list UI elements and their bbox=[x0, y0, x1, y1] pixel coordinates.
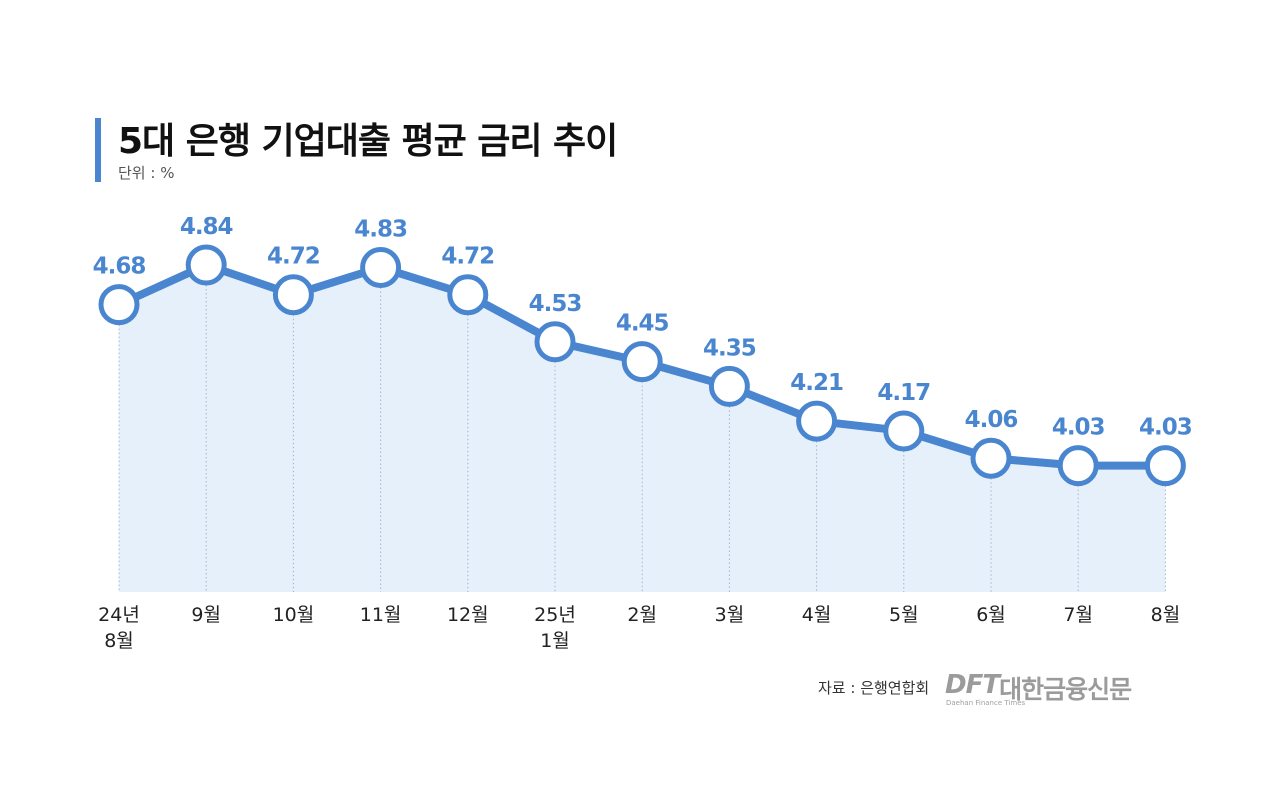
x-tick-label: 8월 bbox=[1151, 604, 1181, 626]
data-point-marker bbox=[447, 274, 489, 316]
data-point-marker bbox=[1144, 445, 1186, 487]
publisher-logo: DFT대한금융신문 Daehan Finance Times bbox=[945, 670, 1132, 707]
x-tick-label-line: 9월 bbox=[191, 604, 221, 626]
x-tick-label-line: 2월 bbox=[627, 604, 657, 626]
x-tick-label: 9월 bbox=[191, 604, 221, 626]
x-tick-label-line: 10월 bbox=[273, 604, 315, 626]
data-point-marker bbox=[185, 244, 227, 286]
x-tick-label: 6월 bbox=[976, 604, 1006, 626]
data-label: 4.53 bbox=[529, 291, 582, 317]
data-label: 4.17 bbox=[877, 380, 930, 406]
x-tick-label: 2월 bbox=[627, 604, 657, 626]
data-label: 4.68 bbox=[93, 254, 146, 280]
x-tick-label-line: 24년 bbox=[98, 604, 140, 626]
x-tick-label: 5월 bbox=[889, 604, 919, 626]
x-tick-label-line: 5월 bbox=[889, 604, 919, 626]
data-point-marker bbox=[360, 246, 402, 288]
area-fill bbox=[119, 265, 1166, 592]
x-tick-label-line: 6월 bbox=[976, 604, 1006, 626]
x-tick-label: 11월 bbox=[360, 604, 402, 626]
data-point-marker bbox=[708, 365, 750, 407]
logo-english: Daehan Finance Times bbox=[946, 699, 1026, 707]
data-label: 4.72 bbox=[267, 244, 320, 270]
x-tick-label: 3월 bbox=[715, 604, 745, 626]
data-point-marker bbox=[621, 341, 663, 383]
data-label: 4.83 bbox=[354, 216, 407, 242]
data-label: 4.03 bbox=[1052, 415, 1105, 441]
data-label: 4.45 bbox=[616, 311, 669, 337]
data-label: 4.84 bbox=[180, 214, 233, 240]
x-tick-label-line: 8월 bbox=[104, 630, 134, 652]
x-tick-label: 10월 bbox=[273, 604, 315, 626]
x-tick-label-line: 11월 bbox=[360, 604, 402, 626]
data-point-marker bbox=[970, 437, 1012, 479]
x-tick-label-line: 1월 bbox=[540, 630, 570, 652]
data-point-marker bbox=[883, 410, 925, 452]
x-tick-label: 24년 8월 bbox=[98, 604, 140, 652]
data-point-marker bbox=[796, 400, 838, 442]
x-tick-label: 12월 bbox=[447, 604, 489, 626]
x-tick-label: 7월 bbox=[1063, 604, 1093, 626]
data-label: 4.03 bbox=[1139, 415, 1192, 441]
data-point-marker bbox=[272, 274, 314, 316]
data-point-marker bbox=[1057, 445, 1099, 487]
unit-label: 단위 : % bbox=[118, 164, 175, 182]
data-label: 4.35 bbox=[703, 335, 756, 361]
chart-title: 5대 은행 기업대출 평균 금리 추이 bbox=[118, 121, 618, 162]
data-point-marker bbox=[98, 284, 140, 326]
x-tick-label: 4월 bbox=[802, 604, 832, 626]
source-note: 자료 : 은행연합회 bbox=[818, 679, 930, 697]
data-label: 4.72 bbox=[441, 244, 494, 270]
data-label: 4.21 bbox=[790, 370, 843, 396]
x-tick-label-line: 4월 bbox=[802, 604, 832, 626]
data-point-marker bbox=[534, 321, 576, 363]
x-tick-label-line: 7월 bbox=[1063, 604, 1093, 626]
x-tick-label-line: 12월 bbox=[447, 604, 489, 626]
logo-dft: DFT bbox=[945, 670, 1000, 700]
logo-korean: 대한금융신문 bbox=[999, 675, 1132, 704]
x-tick-label: 25년 1월 bbox=[534, 604, 576, 652]
x-tick-label-line: 3월 bbox=[715, 604, 745, 626]
title-accent-bar bbox=[95, 118, 101, 182]
x-tick-label-line: 25년 bbox=[534, 604, 576, 626]
data-label: 4.06 bbox=[965, 407, 1018, 433]
x-tick-label-line: 8월 bbox=[1151, 604, 1181, 626]
